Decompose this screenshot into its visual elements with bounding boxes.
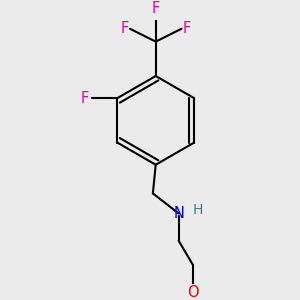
Text: F: F [183, 21, 191, 36]
Text: N: N [173, 206, 184, 221]
Text: F: F [152, 1, 160, 16]
Text: O: O [187, 285, 199, 300]
Text: H: H [192, 203, 203, 217]
Text: F: F [120, 21, 128, 36]
Text: F: F [80, 91, 89, 106]
